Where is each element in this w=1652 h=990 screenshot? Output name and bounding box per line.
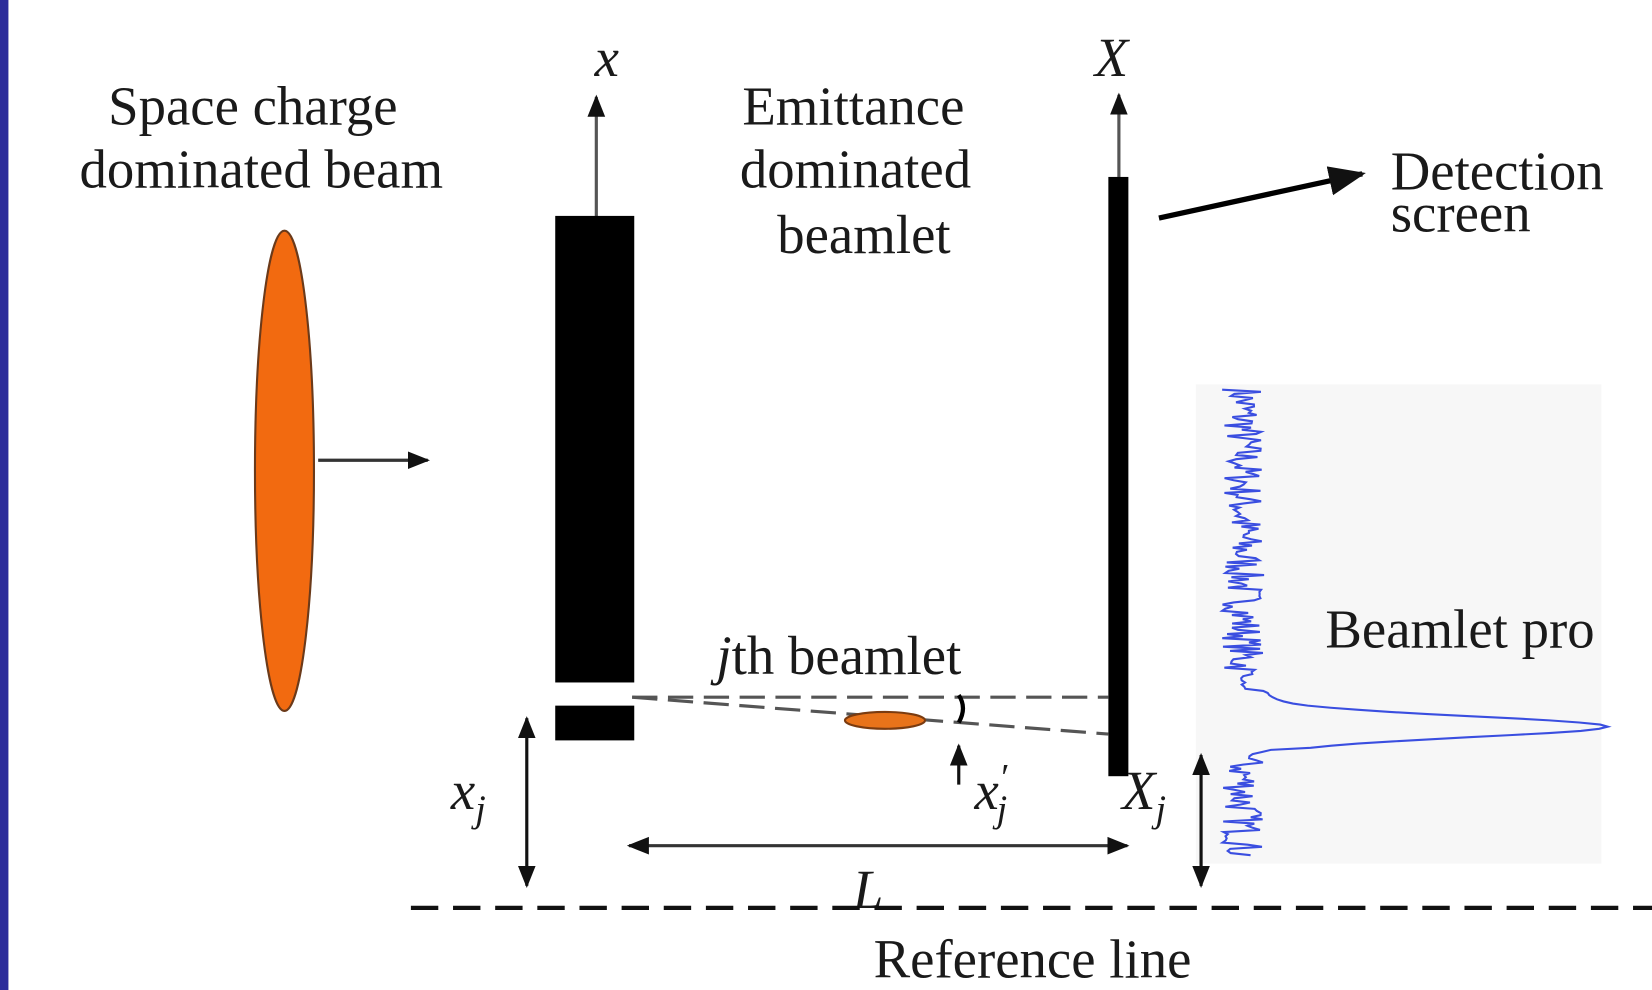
mask-lower xyxy=(555,705,635,741)
beam-label-2: dominated beam xyxy=(80,138,444,199)
X-axis-label: X xyxy=(1093,27,1131,88)
reference-label: Reference line xyxy=(874,928,1192,989)
x-axis-label: x xyxy=(594,27,619,88)
jth-rest: th beamlet xyxy=(732,625,962,686)
xj-label: xj xyxy=(450,760,486,831)
angle-arc xyxy=(956,693,966,724)
xpj-label: x′ j xyxy=(974,757,1008,831)
profile-panel xyxy=(1195,384,1602,864)
beamlet-label-2: dominated xyxy=(740,138,971,199)
beam-ellipse xyxy=(253,229,316,712)
beamlet-profile xyxy=(1219,388,1612,857)
mask-upper xyxy=(555,215,635,683)
L-label: L xyxy=(852,859,883,920)
jth-italic: j xyxy=(710,625,731,686)
beam-label-1: Space charge xyxy=(108,75,397,136)
Xj-base: X xyxy=(1120,760,1158,821)
screen-label-1: Detection xyxy=(1391,141,1604,202)
beamlet-label-3: beamlet xyxy=(777,204,950,265)
screen-label-2: screen xyxy=(1391,183,1531,244)
left-border xyxy=(0,0,9,990)
beamlet-label-1: Emittance xyxy=(742,75,964,136)
screen-pointer xyxy=(1158,166,1366,221)
xpj-prime: ′ xyxy=(999,757,1008,799)
xpj-base: x xyxy=(974,760,999,821)
profile-label: Beamlet pro xyxy=(1325,599,1594,660)
xj-base: x xyxy=(450,760,475,821)
beamlet-ellipse xyxy=(843,710,927,730)
Xj-label: Xj xyxy=(1120,760,1166,831)
jth-label: jth beamlet xyxy=(710,625,961,686)
screen xyxy=(1108,176,1129,777)
